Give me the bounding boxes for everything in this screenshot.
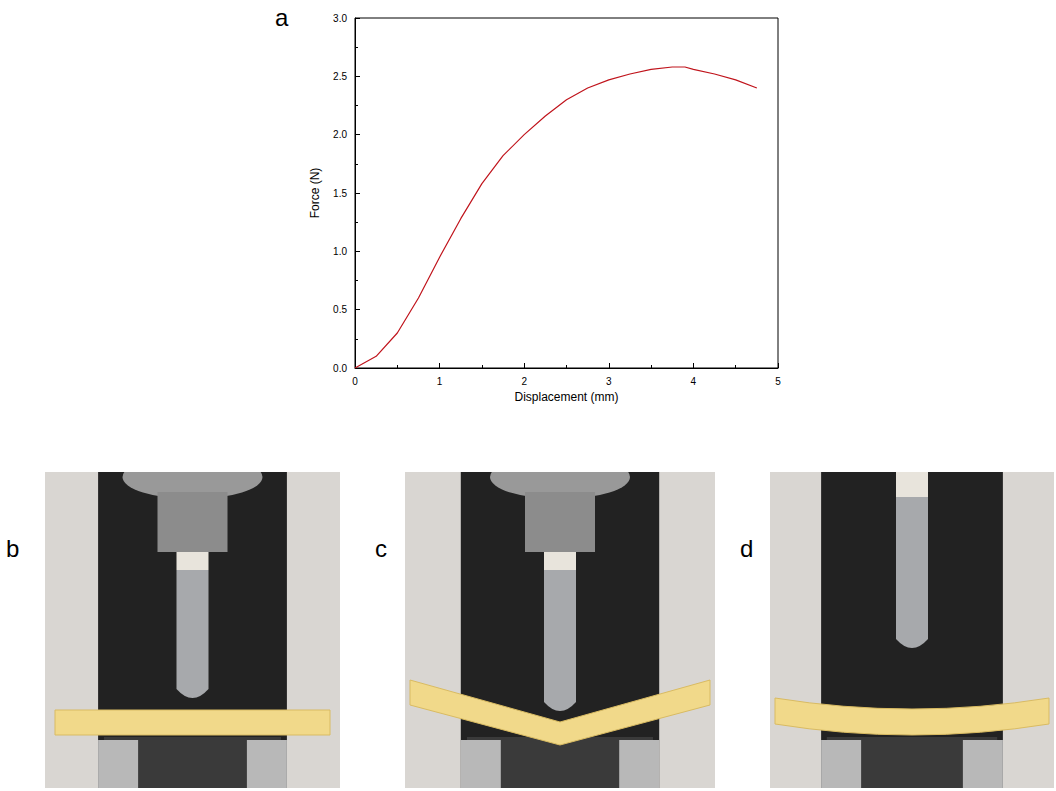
html-text:d: d xyxy=(740,535,754,562)
svg-text:3.0: 3.0 xyxy=(333,13,347,24)
svg-text:1.5: 1.5 xyxy=(333,188,347,199)
svg-text:0.5: 0.5 xyxy=(333,304,347,315)
svg-text:4: 4 xyxy=(691,376,697,387)
html-text:b: b xyxy=(6,535,20,562)
svg-text:2.5: 2.5 xyxy=(333,71,347,82)
html-text:a: a xyxy=(275,4,289,31)
svg-text:2.0: 2.0 xyxy=(333,129,347,140)
svg-text:5: 5 xyxy=(775,376,781,387)
svg-text:Displacement (mm): Displacement (mm) xyxy=(514,390,618,404)
svg-text:3: 3 xyxy=(606,376,612,387)
svg-text:2: 2 xyxy=(521,376,527,387)
html-text:c: c xyxy=(375,535,387,562)
svg-text:Force (N): Force (N) xyxy=(308,168,322,219)
svg-text:0.0: 0.0 xyxy=(333,363,347,374)
svg-text:1.0: 1.0 xyxy=(333,246,347,257)
svg-text:0: 0 xyxy=(352,376,358,387)
svg-text:1: 1 xyxy=(437,376,443,387)
